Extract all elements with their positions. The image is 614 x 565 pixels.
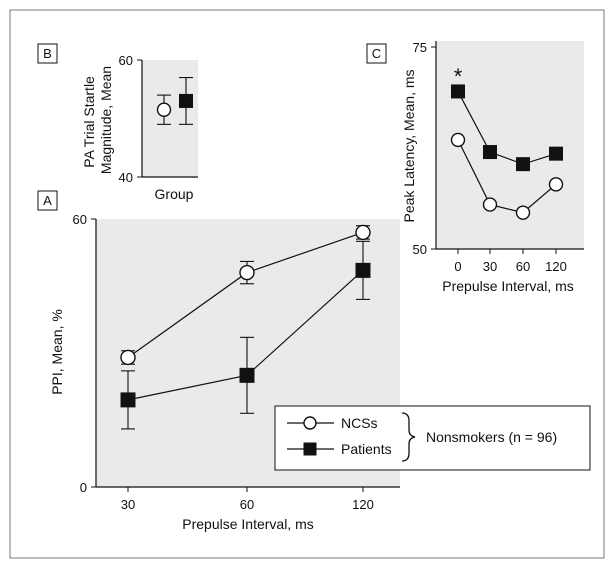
panel-a-xlabel: Prepulse Interval, ms [182,516,314,532]
legend: NCSs Patients Nonsmokers (n = 96) [274,405,591,471]
panel-c-point-patients-30 [483,145,497,160]
legend-marker-patients [303,442,317,456]
panel-a-xtick-label-120: 120 [352,497,374,512]
panel-a-point-ncss-120 [355,224,371,241]
panel-a-letter: A [43,193,52,208]
panel-b: 60 40 Group PA Trial Startle Magnitude, … [37,43,198,202]
panel-a-ylabel: PPI, Mean, % [49,309,65,395]
legend-group-label: Nonsmokers (n = 96) [426,429,557,445]
panel-a-ytick-label-bottom: 0 [80,480,87,495]
panel-c-xtick-label-0: 0 [454,259,461,274]
panel-c-xtick-label-30: 30 [483,259,497,274]
panel-c-letter: C [372,46,381,61]
panel-c-point-ncss-0 [450,132,466,148]
panel-b-letter-box [37,43,58,64]
panel-c-letter-box [366,43,387,64]
panel-c-xtick-label-120: 120 [545,259,567,274]
panel-a-point-patients-60 [239,367,255,383]
panel-c-point-patients-120 [549,146,563,161]
panel-b-ytick-label-top: 60 [119,53,133,68]
panel-a-point-patients-120 [355,262,371,278]
panel-c-ytick-label-bottom: 50 [413,242,427,257]
panel-b-ylabel-line2: Magnitude, Mean [98,66,114,174]
legend-marker-ncss [303,416,317,430]
panel-a-xtick-label-30: 30 [121,497,135,512]
panel-c-line-patients [457,91,557,165]
panel-c-marks: 0 30 60 120 [450,84,567,274]
panel-a-point-patients-30 [120,392,136,408]
legend-label-ncss: NCSs [341,415,378,431]
legend-entry-patients: Patients [287,441,392,457]
panel-b-xlabel: Group [155,186,194,202]
legend-entry-ncss: NCSs [287,415,378,431]
legend-label-patients: Patients [341,441,392,457]
panel-c-point-ncss-30 [482,197,498,212]
panel-a-point-ncss-60 [239,264,255,281]
panel-c: 75 50 Prepulse Interval, ms Peak Latency… [366,40,584,294]
panel-a-point-ncss-30 [120,349,136,366]
panel-b-ylabel-line1: PA Trial Startle [81,76,97,168]
panel-a-marks: 30 60 120 [120,224,374,512]
panel-b-ylabel: PA Trial Startle Magnitude, Mean [81,66,114,174]
panel-b-marks [156,77,193,125]
panel-b-plot-area [142,60,198,177]
panel-c-line-ncss [457,139,557,214]
panel-c-point-ncss-60 [515,205,531,220]
panel-c-xlabel: Prepulse Interval, ms [442,278,574,294]
panel-a-ytick-label-top: 60 [73,212,87,227]
panel-c-ytick-label-top: 75 [413,40,427,55]
legend-box [274,405,591,471]
panel-c-point-ncss-120 [548,177,564,192]
legend-brace [401,412,416,462]
panel-c-point-patients-60 [516,157,530,172]
panel-c-annotation: * [454,64,463,89]
panel-a-letter-box [37,190,58,211]
panel-b-point-patients [179,93,193,108]
panel-c-point-patients-0 [451,84,465,99]
panel-b-letter: B [43,46,52,61]
panel-b-ytick-label-bottom: 40 [119,170,133,185]
panel-c-xtick-label-60: 60 [516,259,530,274]
panel-a-xtick-label-60: 60 [240,497,254,512]
panel-c-ylabel: Peak Latency, Mean, ms [401,69,417,222]
panel-b-point-ncss [156,102,172,117]
